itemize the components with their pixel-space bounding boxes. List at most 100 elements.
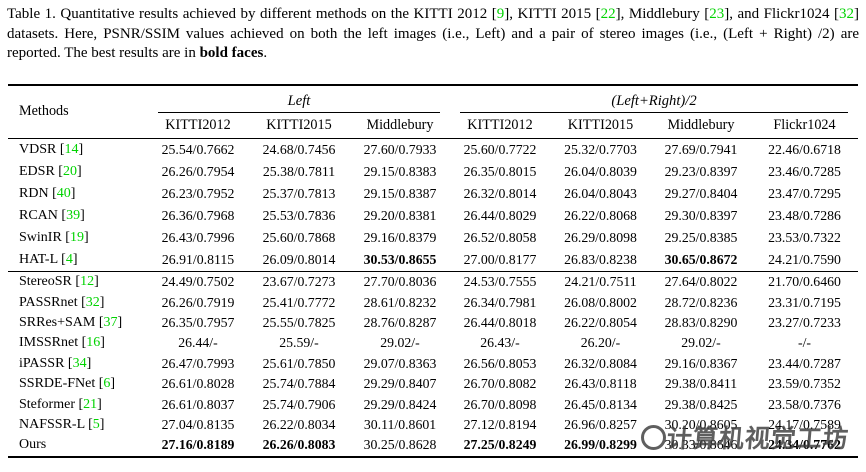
caption-text: . xyxy=(263,45,268,61)
method-cell: EDSR [20] xyxy=(19,163,82,179)
result-cell: 26.91/0.8115 xyxy=(161,252,235,268)
citation-number: 6 xyxy=(103,376,111,392)
table-row: HAT-L [4] 26.91/0.8115 26.09/0.8014 30.53/0… xyxy=(8,249,858,272)
result-cell: 25.74/0.7884 xyxy=(262,376,336,392)
method-name: IMSSRnet xyxy=(19,335,79,351)
result-cell: 26.52/0.8058 xyxy=(463,229,537,245)
left-group-header: Left xyxy=(148,85,450,113)
method-cell: iPASSR [34] xyxy=(19,355,92,371)
result-cell: 23.48/0.7286 xyxy=(768,207,841,223)
result-cell: 27.60/0.7933 xyxy=(363,141,437,157)
methods-header: Methods xyxy=(8,85,148,139)
method-cell: RDN [40] xyxy=(19,185,76,201)
result-cell: 29.23/0.8397 xyxy=(664,163,738,179)
result-cell: 26.70/0.8098 xyxy=(463,396,537,412)
result-cell: 29.02/- xyxy=(380,335,420,351)
method-name: NAFSSR-L xyxy=(19,416,85,432)
result-cell: 29.16/0.8379 xyxy=(363,229,437,245)
result-cell: 28.83/0.8290 xyxy=(664,315,738,331)
result-cell: 26.22/0.8034 xyxy=(262,416,336,432)
result-cell: 21.70/0.6460 xyxy=(768,274,841,290)
method-cell: Steformer [21] xyxy=(19,396,102,412)
result-cell: 23.31/0.7195 xyxy=(768,294,841,310)
result-cell: 29.25/0.8385 xyxy=(664,229,738,245)
result-cell: 30.33/0.8646 xyxy=(664,437,738,453)
column-header: KITTI2012 xyxy=(450,113,550,139)
result-cell: 26.34/0.7981 xyxy=(463,294,537,310)
citation-number: 9 xyxy=(496,6,505,22)
method-cell: IMSSRnet [16] xyxy=(19,335,105,351)
result-cell: 29.29/0.8424 xyxy=(363,396,437,412)
result-cell: 26.44/0.8018 xyxy=(463,315,537,331)
result-cell: 26.26/0.8083 xyxy=(262,437,336,453)
group-header-row: Methods Left (Left+Right)/2 xyxy=(8,85,858,139)
citation-number: 14 xyxy=(64,141,79,157)
result-cell: 26.04/0.8043 xyxy=(564,185,637,201)
citation-number: 40 xyxy=(56,185,71,201)
result-cell: -/- xyxy=(797,335,812,351)
method-cell: HAT-L [4] xyxy=(19,252,78,268)
column-header: KITTI2012 xyxy=(148,113,248,139)
result-cell: 25.74/0.7906 xyxy=(262,396,336,412)
result-cell: 26.45/0.8134 xyxy=(564,396,637,412)
citation-number: 5 xyxy=(92,416,100,432)
result-cell: 26.04/0.8039 xyxy=(564,163,637,179)
result-cell: 26.32/0.8084 xyxy=(564,355,637,371)
column-header: KITTI2015 xyxy=(550,113,651,139)
result-cell: 26.09/0.8014 xyxy=(262,252,336,268)
left-group-label: Left xyxy=(158,93,440,113)
result-cell: 26.43/0.8118 xyxy=(564,376,637,392)
left-right-group-header: (Left+Right)/2 xyxy=(450,85,858,113)
result-cell: 30.25/0.8628 xyxy=(363,437,437,453)
single-image-methods-group: VDSR [14] 25.54/0.7662 24.68/0.7456 27.60/0… xyxy=(8,138,858,272)
citation-number: 34 xyxy=(72,355,87,371)
method-name: VDSR xyxy=(19,141,57,157)
caption-text: Table 1. Quantitative results achieved b… xyxy=(7,6,497,22)
result-cell: 27.04/0.8135 xyxy=(161,416,235,432)
method-name: SRRes+SAM xyxy=(19,315,96,331)
table-row: IMSSRnet [16] 26.44/- 25.59/- 29.02/- 26.43/… xyxy=(8,333,858,353)
result-cell: 29.27/0.8404 xyxy=(664,185,738,201)
result-cell: 27.00/0.8177 xyxy=(463,252,537,268)
result-cell: 25.41/0.7772 xyxy=(262,294,336,310)
result-cell: 26.44/- xyxy=(178,335,218,351)
result-cell: 26.83/0.8238 xyxy=(564,252,637,268)
result-cell: 26.35/0.8015 xyxy=(463,163,537,179)
method-name: HAT-L xyxy=(19,252,58,268)
result-cell: 24.21/0.7590 xyxy=(768,252,841,268)
dataset-header-row: KITTI2012 KITTI2015 Middlebury KITTI2012 KIT… xyxy=(8,113,858,139)
table-row: RDN [40] 26.23/0.7952 25.37/0.7813 29.15/0.… xyxy=(8,183,858,205)
result-cell: 26.26/0.7954 xyxy=(161,163,235,179)
result-cell: 23.53/0.7322 xyxy=(768,229,841,245)
result-cell: 22.46/0.6718 xyxy=(768,141,841,157)
method-name: PASSRnet xyxy=(19,294,78,310)
result-cell: 29.07/0.8363 xyxy=(363,355,437,371)
citation-number: 32 xyxy=(85,294,100,310)
result-cell: 24.17/0.7589 xyxy=(768,416,841,432)
column-header: KITTI2015 xyxy=(248,113,350,139)
table-row: NAFSSR-L [5] 27.04/0.8135 26.22/0.8034 30.1… xyxy=(8,415,858,435)
citation-number: 32 xyxy=(839,6,854,22)
method-name: iPASSR xyxy=(19,355,65,371)
result-cell: 26.43/0.7996 xyxy=(161,229,235,245)
result-cell: 26.36/0.7968 xyxy=(161,207,235,223)
result-cell: 26.44/0.8029 xyxy=(463,207,537,223)
citation-number: 19 xyxy=(69,229,84,245)
method-name: EDSR xyxy=(19,163,55,179)
result-cell: 26.96/0.8257 xyxy=(564,416,637,432)
result-cell: 25.55/0.7825 xyxy=(262,315,336,331)
method-name: Steformer xyxy=(19,396,75,412)
result-cell: 25.32/0.7703 xyxy=(564,141,637,157)
method-name: StereoSR xyxy=(19,274,72,290)
result-cell: 29.20/0.8381 xyxy=(363,207,437,223)
method-cell: VDSR [14] xyxy=(19,141,84,157)
result-cell: 25.38/0.7811 xyxy=(262,163,336,179)
result-cell: 26.23/0.7952 xyxy=(161,185,235,201)
result-cell: 26.56/0.8053 xyxy=(463,355,537,371)
citation-number: 16 xyxy=(86,335,101,351)
result-cell: 26.26/0.7919 xyxy=(161,294,235,310)
result-cell: 25.60/0.7722 xyxy=(463,141,537,157)
result-cell: 27.69/0.7941 xyxy=(664,141,738,157)
result-cell: 28.61/0.8232 xyxy=(363,294,437,310)
